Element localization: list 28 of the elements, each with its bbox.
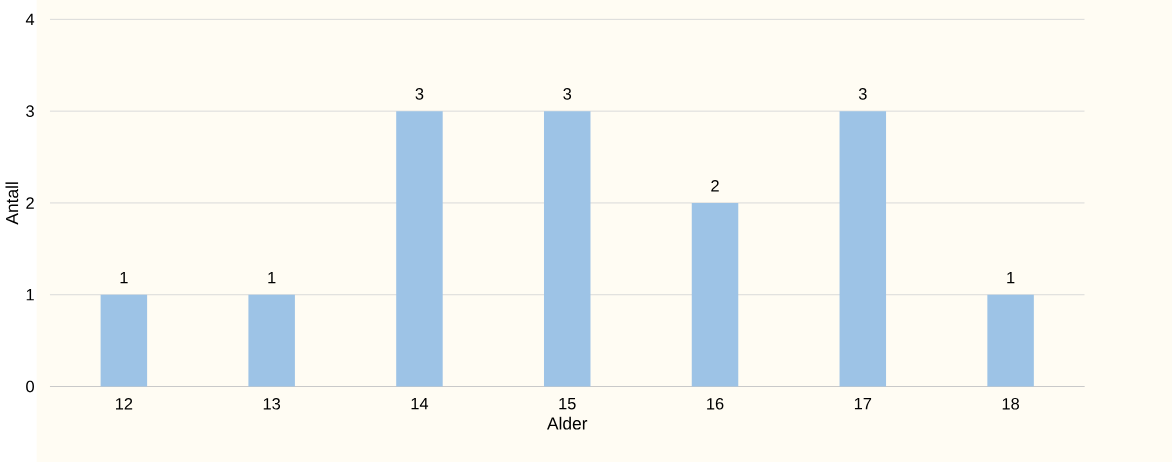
x-tick-label: 14 xyxy=(411,397,429,410)
bar xyxy=(839,111,887,387)
data-label: 1 xyxy=(1007,271,1015,284)
bar xyxy=(691,202,739,387)
bar xyxy=(987,294,1034,387)
y-tick-label: 0 xyxy=(26,380,34,393)
x-axis-title: Alder xyxy=(546,416,588,430)
bar xyxy=(396,111,443,387)
x-tick-label: 13 xyxy=(263,397,281,410)
y-tick-label: 3 xyxy=(26,105,34,117)
y-tick-label: 1 xyxy=(26,289,34,301)
y-tick-label: 4 xyxy=(25,13,35,25)
y-axis-title: Antall xyxy=(5,182,19,225)
bar xyxy=(543,111,591,387)
y-tick-label: 2 xyxy=(26,197,34,209)
data-label: 2 xyxy=(711,179,719,192)
x-tick-label: 18 xyxy=(1002,397,1020,410)
bar xyxy=(100,294,148,387)
x-tick-label: 12 xyxy=(116,397,133,410)
data-label: 3 xyxy=(858,88,867,100)
bar xyxy=(248,294,295,387)
data-label: 3 xyxy=(415,88,424,100)
x-tick-label: 15 xyxy=(559,397,576,410)
data-label: 1 xyxy=(268,271,276,284)
x-tick-label: 17 xyxy=(854,397,872,410)
data-label: 3 xyxy=(563,88,572,100)
x-tick-label: 16 xyxy=(707,397,724,410)
data-label: 1 xyxy=(120,271,128,284)
